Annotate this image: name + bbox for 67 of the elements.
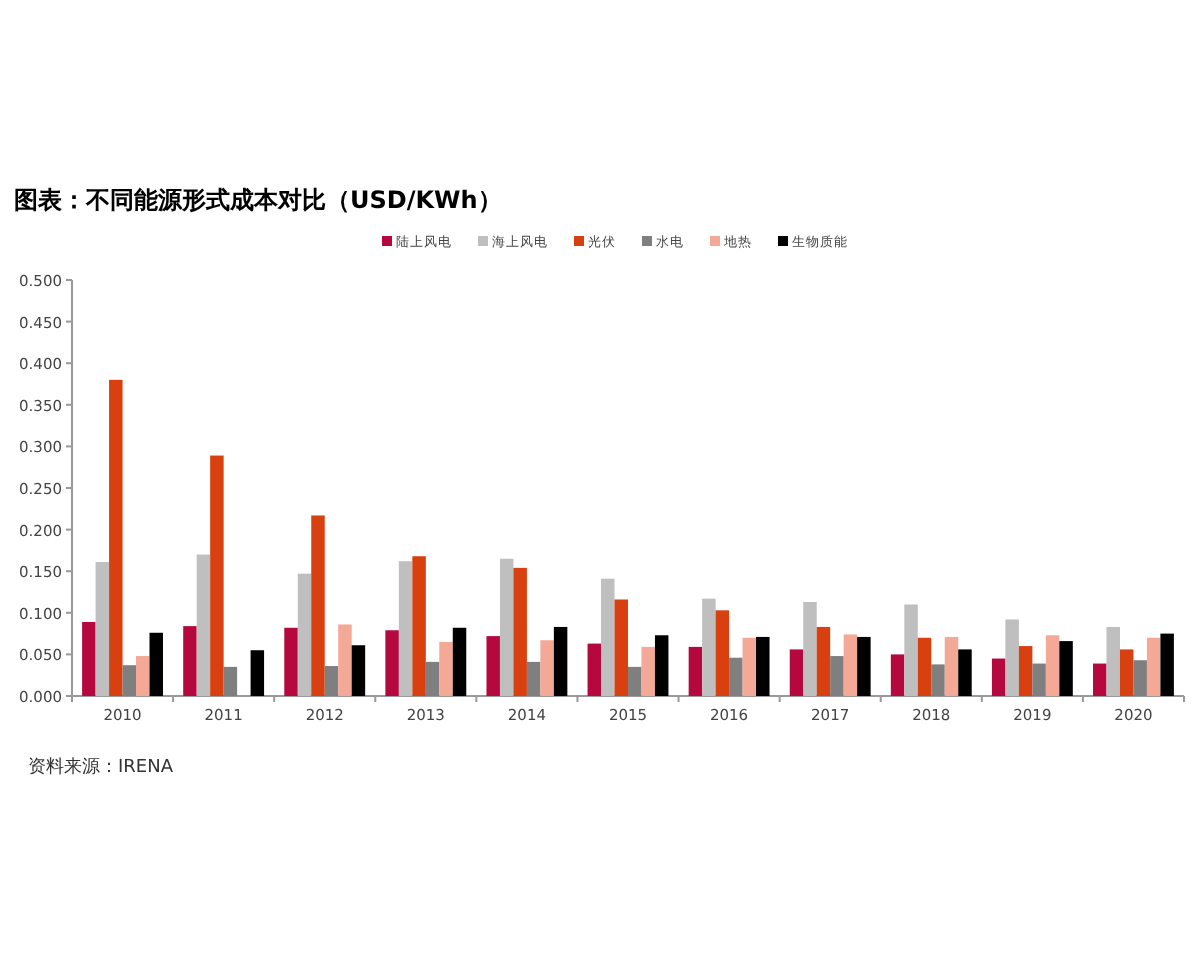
bar (1005, 619, 1019, 696)
bar (958, 649, 972, 696)
bar (284, 627, 298, 696)
bar (540, 640, 554, 696)
text: 资料来源：IRENA (28, 756, 175, 778)
bar (526, 661, 541, 696)
bar (250, 650, 265, 696)
bar (1160, 633, 1174, 696)
bar (742, 637, 757, 696)
bar (1133, 660, 1147, 696)
bar (385, 630, 399, 696)
bar (816, 626, 831, 696)
bar (452, 627, 467, 696)
bar (857, 636, 871, 696)
bar (715, 610, 730, 696)
bar (499, 558, 514, 696)
bar (439, 641, 453, 696)
bar (553, 626, 568, 696)
bar (1093, 663, 1107, 696)
bar (756, 636, 770, 696)
bar (136, 656, 150, 696)
bar (904, 604, 918, 696)
bar (196, 554, 211, 696)
bar (351, 645, 366, 696)
bar (1059, 641, 1073, 696)
bar (210, 455, 224, 696)
bar (412, 556, 426, 696)
bar (109, 379, 123, 696)
bar (688, 646, 703, 696)
bar (1032, 663, 1046, 696)
bar (122, 665, 137, 696)
bar (991, 658, 1006, 696)
bar (486, 636, 500, 696)
bar (425, 661, 440, 696)
bar (843, 634, 858, 696)
bar (1018, 646, 1033, 696)
chart-title: 图表：不同能源形式成本对比（USD/KWh） (14, 186, 502, 214)
bar (398, 561, 413, 696)
bar (729, 657, 743, 696)
bar (830, 656, 844, 696)
bar (513, 567, 527, 696)
bar (587, 643, 602, 696)
bar (311, 515, 325, 696)
bar (601, 578, 615, 696)
bar (149, 632, 163, 696)
bar (944, 636, 959, 696)
bar (917, 637, 932, 696)
bar (1146, 637, 1161, 696)
bar (931, 664, 945, 696)
bar (654, 635, 669, 696)
bar (890, 654, 905, 696)
bar (95, 562, 110, 696)
bar (614, 599, 628, 696)
bar (338, 624, 352, 696)
bar (803, 601, 817, 696)
bar (641, 646, 655, 696)
bar (628, 666, 642, 696)
bar (183, 626, 197, 696)
bar (223, 666, 238, 696)
bar (1045, 635, 1060, 696)
bar (82, 621, 96, 696)
bar (789, 649, 804, 696)
bar (1106, 626, 1120, 696)
bar (324, 666, 339, 696)
bar (702, 598, 716, 696)
bar (297, 573, 312, 696)
bar (1119, 649, 1134, 696)
